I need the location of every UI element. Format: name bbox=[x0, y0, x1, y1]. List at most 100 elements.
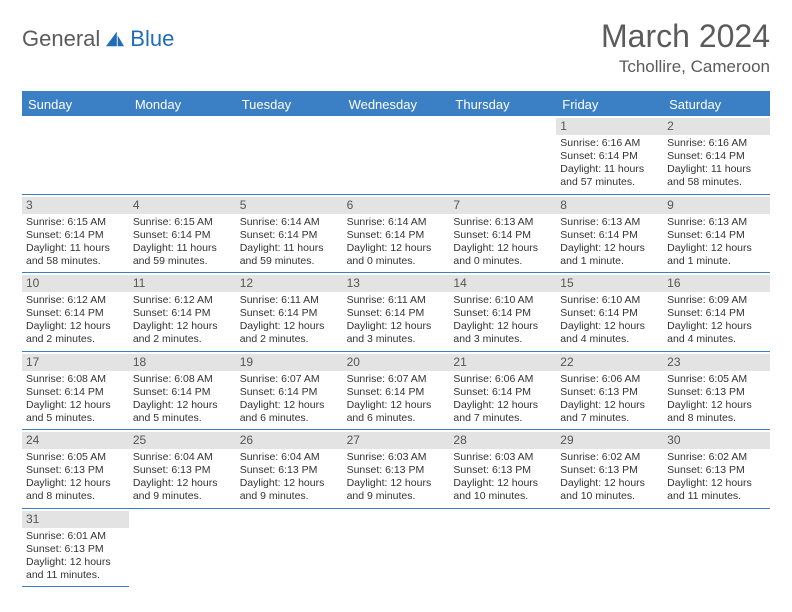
empty-cell bbox=[22, 116, 129, 195]
sunset-line: Sunset: 6:14 PM bbox=[453, 229, 552, 242]
day-cell: 4Sunrise: 6:15 AMSunset: 6:14 PMDaylight… bbox=[129, 195, 236, 274]
day-cell: 25Sunrise: 6:04 AMSunset: 6:13 PMDayligh… bbox=[129, 430, 236, 509]
daylight-line: Daylight: 11 hours and 58 minutes. bbox=[26, 242, 125, 268]
sunrise-line: Sunrise: 6:04 AM bbox=[133, 451, 232, 464]
sunrise-line: Sunrise: 6:13 AM bbox=[453, 216, 552, 229]
sunset-line: Sunset: 6:14 PM bbox=[667, 150, 766, 163]
sunrise-line: Sunrise: 6:16 AM bbox=[667, 137, 766, 150]
day-number: 25 bbox=[129, 432, 236, 449]
day-cell: 27Sunrise: 6:03 AMSunset: 6:13 PMDayligh… bbox=[343, 430, 450, 509]
day-number: 8 bbox=[556, 197, 663, 214]
day-cell: 29Sunrise: 6:02 AMSunset: 6:13 PMDayligh… bbox=[556, 430, 663, 509]
day-cell: 17Sunrise: 6:08 AMSunset: 6:14 PMDayligh… bbox=[22, 352, 129, 431]
sunset-line: Sunset: 6:14 PM bbox=[347, 307, 446, 320]
sunset-line: Sunset: 6:14 PM bbox=[26, 229, 125, 242]
sunset-line: Sunset: 6:13 PM bbox=[240, 464, 339, 477]
sunrise-line: Sunrise: 6:08 AM bbox=[133, 373, 232, 386]
sunset-line: Sunset: 6:14 PM bbox=[240, 386, 339, 399]
day-number: 10 bbox=[22, 275, 129, 292]
sunset-line: Sunset: 6:14 PM bbox=[133, 307, 232, 320]
location: Tchollire, Cameroon bbox=[601, 57, 770, 77]
day-cell: 23Sunrise: 6:05 AMSunset: 6:13 PMDayligh… bbox=[663, 352, 770, 431]
day-number: 22 bbox=[556, 354, 663, 371]
day-header: Sunday bbox=[22, 93, 129, 116]
day-cell: 12Sunrise: 6:11 AMSunset: 6:14 PMDayligh… bbox=[236, 273, 343, 352]
sunset-line: Sunset: 6:14 PM bbox=[667, 229, 766, 242]
sunrise-line: Sunrise: 6:01 AM bbox=[26, 530, 125, 543]
day-cell: 15Sunrise: 6:10 AMSunset: 6:14 PMDayligh… bbox=[556, 273, 663, 352]
sunrise-line: Sunrise: 6:03 AM bbox=[347, 451, 446, 464]
empty-cell bbox=[236, 116, 343, 195]
logo-text-1: General bbox=[22, 26, 100, 52]
daylight-line: Daylight: 12 hours and 9 minutes. bbox=[240, 477, 339, 503]
header: General Blue March 2024 Tchollire, Camer… bbox=[22, 18, 770, 77]
day-cell: 6Sunrise: 6:14 AMSunset: 6:14 PMDaylight… bbox=[343, 195, 450, 274]
daylight-line: Daylight: 12 hours and 2 minutes. bbox=[26, 320, 125, 346]
day-number: 31 bbox=[22, 511, 129, 528]
day-cell: 21Sunrise: 6:06 AMSunset: 6:14 PMDayligh… bbox=[449, 352, 556, 431]
sunrise-line: Sunrise: 6:07 AM bbox=[240, 373, 339, 386]
day-cell: 19Sunrise: 6:07 AMSunset: 6:14 PMDayligh… bbox=[236, 352, 343, 431]
daylight-line: Daylight: 11 hours and 59 minutes. bbox=[240, 242, 339, 268]
sunrise-line: Sunrise: 6:09 AM bbox=[667, 294, 766, 307]
daylight-line: Daylight: 11 hours and 57 minutes. bbox=[560, 163, 659, 189]
day-cell: 11Sunrise: 6:12 AMSunset: 6:14 PMDayligh… bbox=[129, 273, 236, 352]
day-number: 9 bbox=[663, 197, 770, 214]
day-cell: 7Sunrise: 6:13 AMSunset: 6:14 PMDaylight… bbox=[449, 195, 556, 274]
day-number: 13 bbox=[343, 275, 450, 292]
sunset-line: Sunset: 6:14 PM bbox=[240, 229, 339, 242]
sunset-line: Sunset: 6:13 PM bbox=[26, 543, 125, 556]
sunrise-line: Sunrise: 6:06 AM bbox=[560, 373, 659, 386]
day-cell: 18Sunrise: 6:08 AMSunset: 6:14 PMDayligh… bbox=[129, 352, 236, 431]
day-number: 26 bbox=[236, 432, 343, 449]
sunset-line: Sunset: 6:13 PM bbox=[453, 464, 552, 477]
daylight-line: Daylight: 12 hours and 6 minutes. bbox=[240, 399, 339, 425]
sunrise-line: Sunrise: 6:13 AM bbox=[560, 216, 659, 229]
day-number: 6 bbox=[343, 197, 450, 214]
sunset-line: Sunset: 6:13 PM bbox=[347, 464, 446, 477]
daylight-line: Daylight: 11 hours and 59 minutes. bbox=[133, 242, 232, 268]
day-number: 24 bbox=[22, 432, 129, 449]
sunset-line: Sunset: 6:13 PM bbox=[667, 464, 766, 477]
sunrise-line: Sunrise: 6:11 AM bbox=[240, 294, 339, 307]
day-cell: 14Sunrise: 6:10 AMSunset: 6:14 PMDayligh… bbox=[449, 273, 556, 352]
sunset-line: Sunset: 6:14 PM bbox=[347, 386, 446, 399]
day-header: Saturday bbox=[663, 93, 770, 116]
day-cell: 22Sunrise: 6:06 AMSunset: 6:13 PMDayligh… bbox=[556, 352, 663, 431]
logo-text-2: Blue bbox=[130, 26, 174, 52]
sunrise-line: Sunrise: 6:12 AM bbox=[133, 294, 232, 307]
day-number: 5 bbox=[236, 197, 343, 214]
daylight-line: Daylight: 12 hours and 10 minutes. bbox=[560, 477, 659, 503]
day-cell: 26Sunrise: 6:04 AMSunset: 6:13 PMDayligh… bbox=[236, 430, 343, 509]
daylight-line: Daylight: 12 hours and 4 minutes. bbox=[560, 320, 659, 346]
sunset-line: Sunset: 6:13 PM bbox=[560, 464, 659, 477]
day-number: 18 bbox=[129, 354, 236, 371]
day-cell: 10Sunrise: 6:12 AMSunset: 6:14 PMDayligh… bbox=[22, 273, 129, 352]
day-number: 20 bbox=[343, 354, 450, 371]
day-number: 14 bbox=[449, 275, 556, 292]
day-cell: 3Sunrise: 6:15 AMSunset: 6:14 PMDaylight… bbox=[22, 195, 129, 274]
day-cell: 5 Sunrise: 6:14 AMSunset: 6:14 PMDaylight… bbox=[236, 195, 343, 274]
sunrise-line: Sunrise: 6:05 AM bbox=[26, 451, 125, 464]
sunrise-line: Sunrise: 6:15 AM bbox=[133, 216, 232, 229]
logo-sail-icon bbox=[104, 30, 126, 48]
logo: General Blue bbox=[22, 26, 174, 52]
day-cell: 30Sunrise: 6:02 AMSunset: 6:13 PMDayligh… bbox=[663, 430, 770, 509]
sunrise-line: Sunrise: 6:12 AM bbox=[26, 294, 125, 307]
sunset-line: Sunset: 6:14 PM bbox=[453, 386, 552, 399]
day-cell: 1Sunrise: 6:16 AMSunset: 6:14 PMDaylight… bbox=[556, 116, 663, 195]
sunset-line: Sunset: 6:14 PM bbox=[26, 386, 125, 399]
daylight-line: Daylight: 12 hours and 0 minutes. bbox=[347, 242, 446, 268]
daylight-line: Daylight: 12 hours and 0 minutes. bbox=[453, 242, 552, 268]
sunrise-line: Sunrise: 6:10 AM bbox=[453, 294, 552, 307]
day-cell: 20Sunrise: 6:07 AMSunset: 6:14 PMDayligh… bbox=[343, 352, 450, 431]
day-number: 30 bbox=[663, 432, 770, 449]
daylight-line: Daylight: 11 hours and 58 minutes. bbox=[667, 163, 766, 189]
daylight-line: Daylight: 12 hours and 2 minutes. bbox=[133, 320, 232, 346]
sunrise-line: Sunrise: 6:11 AM bbox=[347, 294, 446, 307]
day-header: Friday bbox=[556, 93, 663, 116]
sunset-line: Sunset: 6:13 PM bbox=[26, 464, 125, 477]
empty-cell bbox=[449, 116, 556, 195]
sunset-line: Sunset: 6:14 PM bbox=[347, 229, 446, 242]
sunrise-line: Sunrise: 6:14 AM bbox=[240, 216, 339, 229]
